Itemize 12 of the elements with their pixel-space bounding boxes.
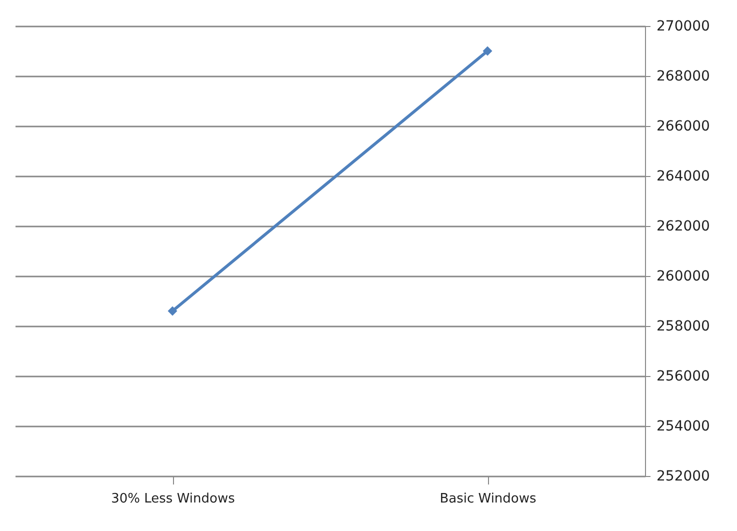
x-tick-label: Basic Windows xyxy=(440,492,537,506)
y-tick-label: 252000 xyxy=(656,468,710,484)
y-tick-label: 258000 xyxy=(656,318,710,334)
y-tick-label: 264000 xyxy=(656,168,710,184)
x-tick-label: 30% Less Windows xyxy=(111,492,236,506)
y-tick-label: 266000 xyxy=(656,118,710,134)
y-tick-label: 270000 xyxy=(656,18,710,34)
y-tick-label: 254000 xyxy=(656,418,710,434)
y-tick-label: 260000 xyxy=(656,268,710,284)
y-tick-label: 256000 xyxy=(656,368,710,384)
y-tick-label: 268000 xyxy=(656,68,710,84)
y-tick-label: 262000 xyxy=(656,218,710,234)
